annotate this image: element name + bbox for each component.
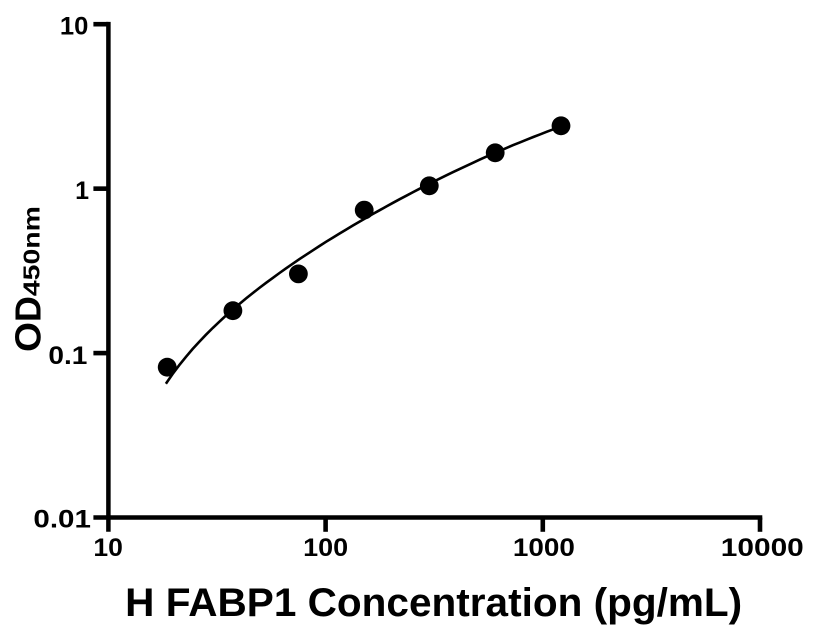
svg-text:OD450nm: OD450nm xyxy=(9,206,49,352)
svg-text:1000: 1000 xyxy=(513,534,575,562)
svg-text:10000: 10000 xyxy=(721,534,804,562)
svg-text:0.1: 0.1 xyxy=(48,342,87,370)
svg-text:0.01: 0.01 xyxy=(33,506,91,534)
svg-text:100: 100 xyxy=(303,534,348,562)
svg-text:10: 10 xyxy=(93,534,123,562)
svg-text:H FABP1 Concentration (pg/mL): H FABP1 Concentration (pg/mL) xyxy=(125,581,742,625)
svg-text:10: 10 xyxy=(60,12,89,40)
svg-text:1: 1 xyxy=(75,177,89,205)
